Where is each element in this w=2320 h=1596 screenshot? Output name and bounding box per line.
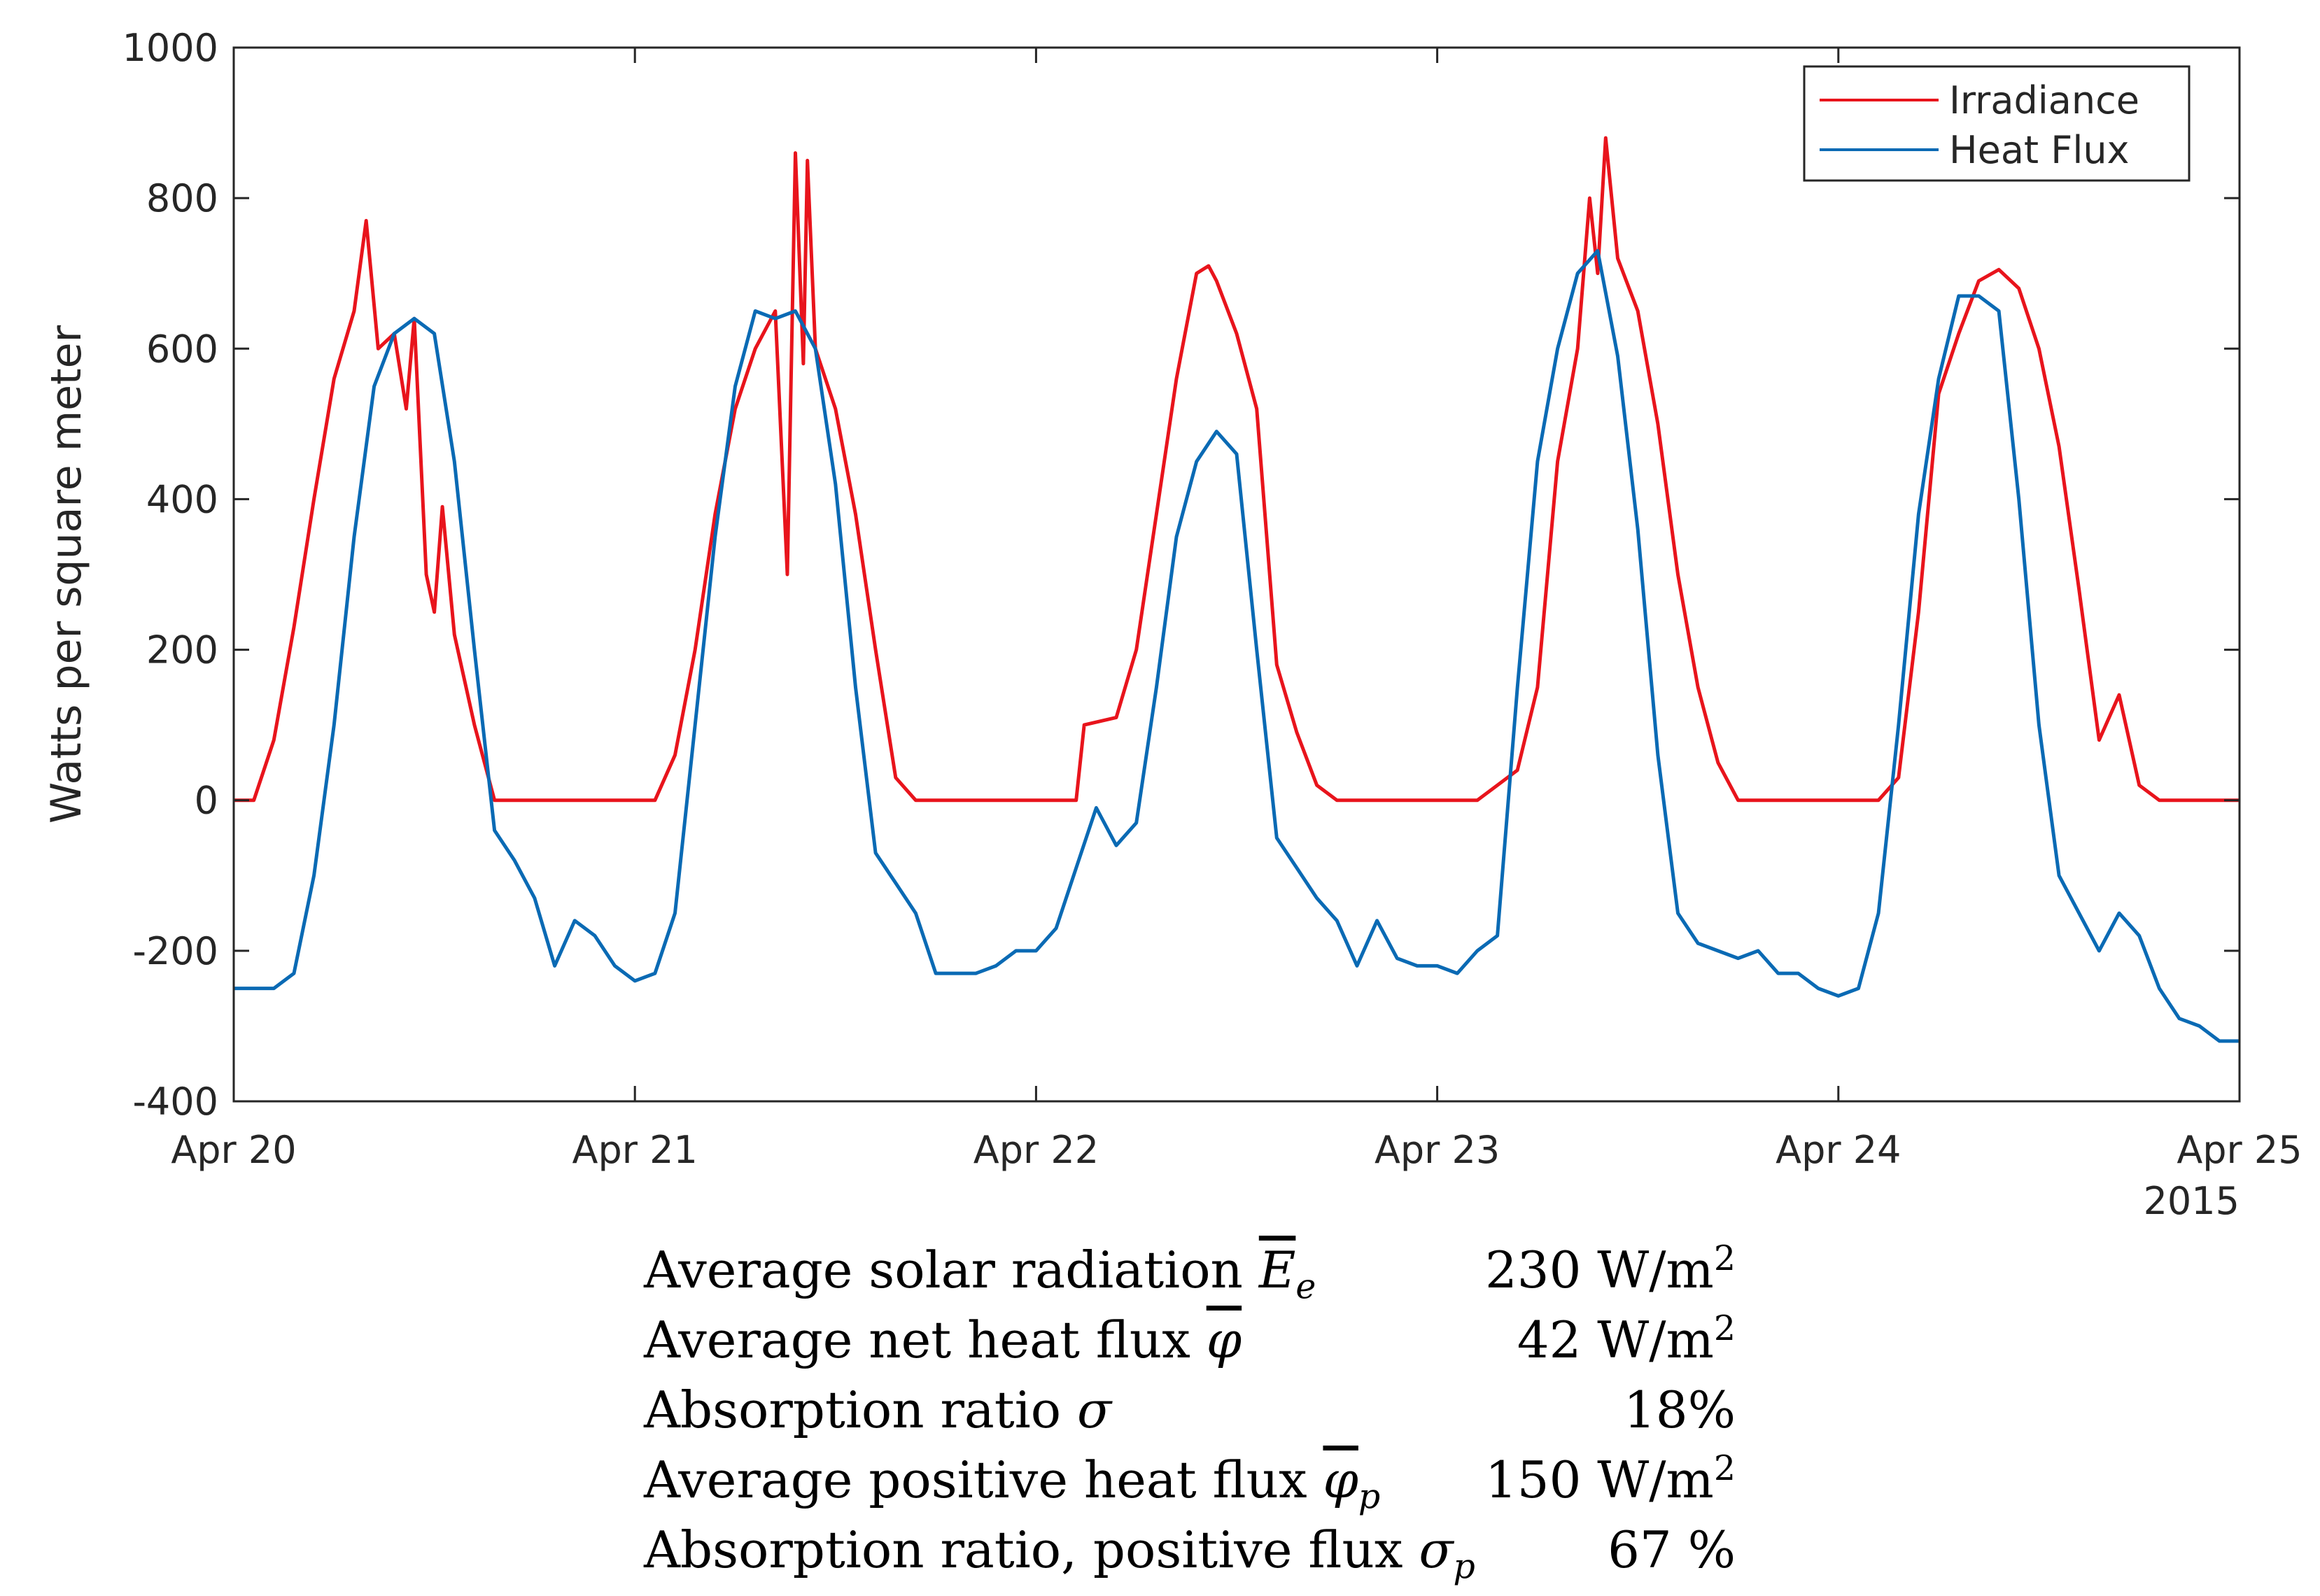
summary-label: Average net heat flux φ	[644, 1311, 1242, 1369]
y-tick-label: -400	[132, 1080, 218, 1124]
y-tick-label: 400	[146, 477, 218, 521]
summary-value-exponent: 2	[1713, 1238, 1736, 1278]
summary-symbol: σ	[1077, 1380, 1112, 1439]
summary-row: Average net heat flux φ 42 W/m2	[644, 1305, 1736, 1375]
y-tick-label: 600	[146, 327, 218, 371]
x-axis: Apr 20 Apr 21 Apr 22 Apr 23 Apr 24 Apr 25	[171, 48, 2303, 1172]
x-tick-label: Apr 22	[973, 1128, 1099, 1172]
summary-value: 150 W/m2	[1484, 1448, 1736, 1509]
y-axis-label: Watts per square meter	[42, 325, 91, 824]
legend-label-irradiance: Irradiance	[1949, 78, 2139, 122]
summary-symbol: σ	[1419, 1520, 1454, 1579]
summary-symbol-subscript: p	[1453, 1546, 1475, 1587]
summary-symbol: φ	[1323, 1450, 1358, 1509]
x-year-label: 2015	[2144, 1179, 2240, 1223]
x-tick-label: Apr 21	[572, 1128, 698, 1172]
summary-row: Average positive heat flux φp 150 W/m2	[644, 1445, 1736, 1515]
summary-table: Average solar radiation Ee 230 W/m2 Averag…	[644, 1235, 1736, 1585]
summary-row: Absorption ratio σ 18%	[644, 1375, 1736, 1445]
summary-symbol-subscript: e	[1295, 1266, 1316, 1307]
x-tick-label: Apr 24	[1776, 1128, 1901, 1172]
series-layer	[234, 136, 2240, 1043]
plot-area	[234, 48, 2240, 1101]
axes-box	[232, 46, 2241, 1103]
x-tick-label: Apr 20	[171, 1128, 296, 1172]
y-tick-label: 0	[195, 779, 218, 823]
summary-value: 230 W/m2	[1484, 1238, 1736, 1299]
y-tick-label: 1000	[122, 26, 218, 70]
x-tick-label: Apr 25	[2177, 1128, 2302, 1172]
legend: Irradiance Heat Flux	[1803, 65, 2191, 182]
y-tick-label: 200	[146, 628, 218, 672]
summary-value: 67 %	[1608, 1520, 1736, 1579]
y-axis: -400 -200 0 200 400 600 800 1000	[122, 26, 2240, 1124]
summary-label: Average positive heat flux φp	[644, 1450, 1381, 1517]
summary-symbol: E	[1258, 1241, 1296, 1299]
y-tick-label: 800	[146, 176, 218, 220]
summary-row: Absorption ratio, positive flux σp 67 %	[644, 1515, 1736, 1585]
summary-row: Average solar radiation Ee 230 W/m2	[644, 1235, 1736, 1305]
summary-value-exponent: 2	[1713, 1448, 1736, 1488]
summary-value-exponent: 2	[1713, 1308, 1736, 1348]
summary-value: 42 W/m2	[1517, 1308, 1736, 1369]
summary-value: 18%	[1623, 1380, 1736, 1439]
y-tick-label: -200	[132, 929, 218, 973]
series-line-irradiance	[234, 136, 2240, 803]
series-line-heat-flux	[234, 248, 2240, 1043]
summary-label: Absorption ratio σ	[644, 1380, 1112, 1439]
x-tick-label: Apr 23	[1375, 1128, 1500, 1172]
summary-label: Average solar radiation Ee	[644, 1241, 1316, 1307]
summary-symbol-subscript: p	[1358, 1476, 1381, 1517]
summary-label: Absorption ratio, positive flux σp	[644, 1520, 1475, 1587]
legend-box	[1803, 65, 2191, 182]
legend-label-heat-flux: Heat Flux	[1949, 128, 2130, 172]
summary-symbol: φ	[1206, 1311, 1242, 1369]
